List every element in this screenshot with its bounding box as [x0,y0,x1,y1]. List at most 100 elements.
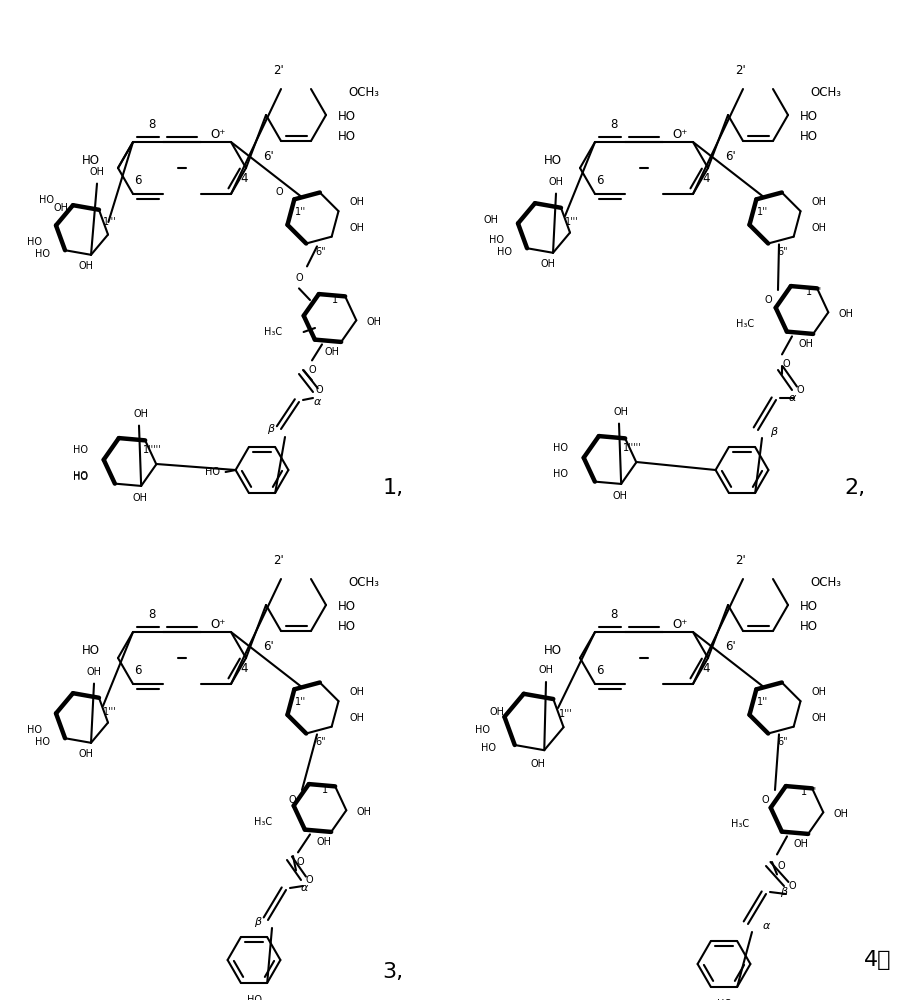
Text: HO: HO [800,110,818,123]
Text: OH: OH [833,809,848,819]
Text: β: β [781,887,787,897]
Text: β: β [267,424,274,434]
Text: OH: OH [90,167,104,177]
Text: 8: 8 [149,607,155,620]
Text: 1'': 1'' [296,207,307,217]
Text: OH: OH [541,259,555,269]
Text: 6": 6" [778,247,788,257]
Text: 4: 4 [702,172,710,184]
Text: HO: HO [553,469,568,479]
Text: 2': 2' [273,64,284,78]
Text: α: α [788,393,796,403]
Text: O: O [783,359,790,369]
Text: HO: HO [73,445,88,455]
Text: HO: HO [338,130,356,143]
Text: HO: HO [82,153,100,166]
Text: O: O [275,187,283,197]
Text: 2': 2' [735,64,746,78]
Text: α: α [313,397,321,407]
Text: 2': 2' [735,554,746,568]
Text: OH: OH [79,261,93,271]
Text: OH: OH [489,707,504,717]
Text: OH: OH [614,407,628,417]
Text: HO: HO [39,195,54,205]
Text: 6': 6' [724,640,736,652]
Text: OH: OH [838,309,854,319]
Text: 1''''': 1''''' [623,443,641,453]
Text: HO: HO [82,644,100,656]
Text: 8: 8 [611,607,617,620]
Text: 4: 4 [240,662,248,674]
Text: O: O [777,861,784,871]
Text: H₃C: H₃C [254,817,272,827]
Text: OH: OH [811,713,826,723]
Text: OH: OH [539,665,553,675]
Text: OCH₃: OCH₃ [348,576,379,589]
Text: 8: 8 [611,117,617,130]
Text: 6: 6 [134,664,141,676]
Text: 1'''': 1'''' [322,785,338,795]
Text: OH: OH [483,215,498,225]
Text: HO: HO [544,644,562,656]
Text: OH: OH [324,347,339,357]
Text: OH: OH [357,807,371,817]
Text: O⁺: O⁺ [673,127,687,140]
Text: OH: OH [317,837,332,847]
Text: O: O [764,295,772,305]
Text: HO: HO [800,600,818,613]
Text: O: O [796,385,804,395]
Text: H₃C: H₃C [264,327,282,337]
Text: OCH₃: OCH₃ [810,576,841,589]
Text: 6": 6" [778,737,788,747]
Text: OH: OH [79,749,93,759]
Text: 1''': 1''' [103,217,116,227]
Text: HO: HO [338,620,356,634]
Text: HO: HO [34,249,50,259]
Text: OH: OH [53,203,68,213]
Text: α: α [300,883,308,893]
Text: 1'''': 1'''' [801,787,817,797]
Text: HO: HO [338,110,356,123]
Text: OH: OH [367,317,382,327]
Text: HO: HO [544,153,562,166]
Text: HO: HO [489,235,504,245]
Text: O: O [309,365,316,375]
Text: 6': 6' [262,149,274,162]
Text: 6': 6' [724,149,736,162]
Text: HO: HO [553,443,568,453]
Text: 1''': 1''' [559,709,573,719]
Text: OH: OH [349,713,364,723]
Text: 1'''': 1'''' [806,287,822,297]
Text: HO: HO [73,471,88,481]
Text: OH: OH [349,197,364,207]
Text: HO: HO [338,600,356,613]
Text: OH: OH [811,687,826,697]
Text: 3,: 3, [383,962,404,982]
Text: HO: HO [800,620,818,634]
Text: 1'': 1'' [758,207,769,217]
Text: O: O [788,881,796,891]
Text: 6": 6" [316,737,326,747]
Text: 6': 6' [262,640,274,652]
Text: 6: 6 [596,174,603,186]
Text: O⁺: O⁺ [673,617,687,631]
Text: OH: OH [349,687,364,697]
Text: 1,: 1, [383,478,404,498]
Text: O: O [315,385,322,395]
Text: 6: 6 [134,174,141,186]
Text: O⁺: O⁺ [211,127,225,140]
Text: OCH₃: OCH₃ [348,87,379,100]
Text: 1'': 1'' [296,697,307,707]
Text: HO: HO [34,737,50,747]
Text: HO: HO [496,247,512,257]
Text: α: α [762,921,770,931]
Text: HO: HO [481,743,496,753]
Text: OH: OH [811,197,826,207]
Text: HO: HO [27,725,42,735]
Text: O: O [297,857,304,867]
Text: OH: OH [798,339,813,349]
Text: HO: HO [247,995,261,1000]
Text: HO: HO [73,472,88,482]
Text: OH: OH [549,177,564,187]
Text: OH: OH [794,839,808,849]
